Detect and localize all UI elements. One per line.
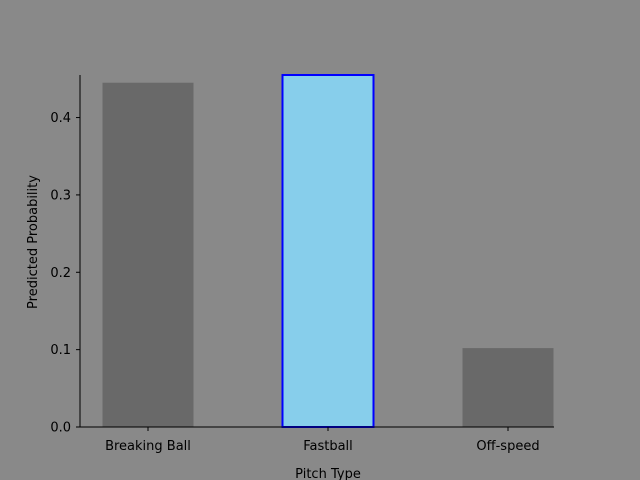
y-tick-label: 0.3 bbox=[50, 188, 71, 203]
bar-off-speed bbox=[462, 348, 554, 427]
bars-group bbox=[102, 74, 554, 428]
x-tick-label: Off-speed bbox=[476, 439, 539, 454]
x-tick-label: Fastball bbox=[303, 439, 353, 454]
bar-breaking-ball bbox=[102, 82, 194, 427]
y-axis-label: Predicted Probability bbox=[26, 175, 41, 309]
bar-fastball bbox=[281, 74, 375, 428]
x-tick-label: Breaking Ball bbox=[105, 439, 191, 454]
y-tick-label: 0.2 bbox=[50, 266, 71, 281]
x-axis-label: Pitch Type bbox=[295, 467, 361, 480]
y-tick-label: 0.1 bbox=[50, 343, 71, 358]
x-axis: Breaking Ball Fastball Off-speed bbox=[80, 426, 554, 454]
y-tick-label: 0.4 bbox=[50, 111, 71, 126]
y-axis: 0.0 0.1 0.2 0.3 0.4 bbox=[50, 75, 81, 436]
y-tick-label: 0.0 bbox=[50, 421, 71, 436]
